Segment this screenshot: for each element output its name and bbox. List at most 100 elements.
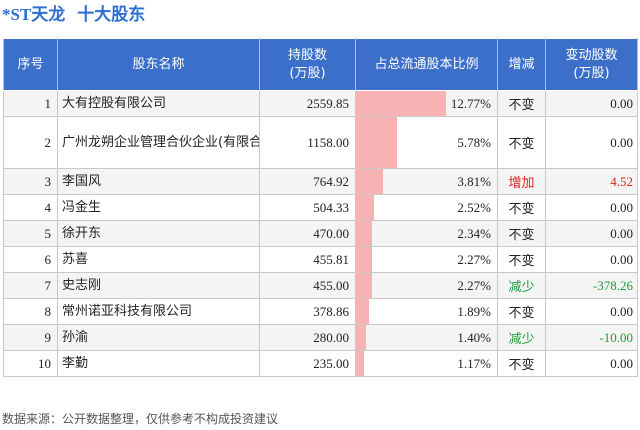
ratio-cell: 12.77% xyxy=(355,90,498,117)
delta-cell: 4.52 xyxy=(545,168,638,195)
table-row: 5 徐开东 470.00 2.34% 不变 0.00 xyxy=(3,220,638,247)
ratio-label: 2.52% xyxy=(457,199,491,215)
change-cell: 减少 xyxy=(497,272,546,299)
ratio-cell: 2.27% xyxy=(355,246,498,273)
delta-cell: 0.00 xyxy=(545,298,638,325)
table-body: 1 大有控股有限公司 2559.85 12.77% 不变 0.00 2 广州龙朔企业管理合伙企… xyxy=(3,90,638,377)
shareholder-name-cell: 苏喜 xyxy=(57,246,260,273)
shareholder-name-cell: 大有控股有限公司 xyxy=(57,90,260,117)
ratio-bar xyxy=(356,169,383,194)
delta-cell: 0.00 xyxy=(545,220,638,247)
header-name: 股东名称 xyxy=(57,38,260,91)
rank-cell: 3 xyxy=(3,168,58,195)
ratio-label: 2.27% xyxy=(457,251,491,267)
table-row: 1 大有控股有限公司 2559.85 12.77% 不变 0.00 xyxy=(3,90,638,117)
holding-cell: 455.00 xyxy=(259,272,356,299)
ratio-cell: 2.27% xyxy=(355,272,498,299)
ratio-bar xyxy=(356,117,397,168)
change-cell: 不变 xyxy=(497,298,546,325)
ratio-bar xyxy=(356,273,372,298)
ratio-cell: 3.81% xyxy=(355,168,498,195)
ratio-bar xyxy=(356,247,372,272)
header-delta: 变动股数 (万股) xyxy=(545,38,638,91)
ratio-cell: 2.52% xyxy=(355,194,498,221)
delta-cell: -378.26 xyxy=(545,272,638,299)
holding-cell: 280.00 xyxy=(259,324,356,351)
holding-cell: 378.86 xyxy=(259,298,356,325)
change-cell: 增加 xyxy=(497,168,546,195)
change-cell: 不变 xyxy=(497,116,546,169)
shareholder-name-cell: 徐开东 xyxy=(57,220,260,247)
ratio-label: 3.81% xyxy=(457,173,491,189)
chart-title: 十大股东 xyxy=(77,5,146,25)
rank-cell: 2 xyxy=(3,116,58,169)
change-cell: 不变 xyxy=(497,350,546,377)
shareholder-name-cell: 孙渝 xyxy=(57,324,260,351)
ratio-bar xyxy=(356,351,365,376)
delta-cell: 0.00 xyxy=(545,246,638,273)
change-cell: 不变 xyxy=(497,220,546,247)
shareholder-name-cell: 常州诺亚科技有限公司 xyxy=(57,298,260,325)
ratio-bar xyxy=(356,221,373,246)
ratio-bar xyxy=(356,91,447,116)
holding-cell: 1158.00 xyxy=(259,116,356,169)
delta-cell: 0.00 xyxy=(545,194,638,221)
holding-cell: 2559.85 xyxy=(259,90,356,117)
ratio-label: 1.40% xyxy=(457,329,491,345)
ratio-cell: 2.34% xyxy=(355,220,498,247)
header-change: 增减 xyxy=(497,38,546,91)
shareholder-name-cell: 广州龙朔企业管理合伙企业(有限合伙) xyxy=(57,116,260,169)
rank-cell: 6 xyxy=(3,246,58,273)
table-row: 10 李勤 235.00 1.17% 不变 0.00 xyxy=(3,350,638,377)
ratio-label: 2.27% xyxy=(457,277,491,293)
change-cell: 不变 xyxy=(497,194,546,221)
header-ratio: 占总流通股本比例 xyxy=(355,38,498,91)
delta-cell: 0.00 xyxy=(545,116,638,169)
rank-cell: 7 xyxy=(3,272,58,299)
rank-cell: 9 xyxy=(3,324,58,351)
ratio-label: 1.17% xyxy=(457,355,491,371)
table-row: 8 常州诺亚科技有限公司 378.86 1.89% 不变 0.00 xyxy=(3,298,638,325)
delta-cell: 0.00 xyxy=(545,350,638,377)
rank-cell: 8 xyxy=(3,298,58,325)
ratio-cell: 1.40% xyxy=(355,324,498,351)
table-row: 9 孙渝 280.00 1.40% 减少 -10.00 xyxy=(3,324,638,351)
ratio-bar xyxy=(356,299,370,324)
holding-cell: 764.92 xyxy=(259,168,356,195)
ratio-label: 5.78% xyxy=(457,134,491,150)
shareholders-table: 序号 股东名称 持股数 (万股) 占总流通股本比例 增减 变动股数 (万股) 1… xyxy=(3,38,638,377)
stock-name: *ST天龙 xyxy=(2,5,66,24)
ratio-label: 1.89% xyxy=(457,303,491,319)
delta-cell: 0.00 xyxy=(545,90,638,117)
header-holding: 持股数 (万股) xyxy=(259,38,356,91)
ratio-label: 2.34% xyxy=(457,225,491,241)
ratio-bar xyxy=(356,325,366,350)
table-row: 6 苏喜 455.81 2.27% 不变 0.00 xyxy=(3,246,638,273)
holding-cell: 504.33 xyxy=(259,194,356,221)
data-source-note: 数据来源：公开数据整理，仅供参考不构成投资建议 xyxy=(2,412,279,426)
rank-cell: 1 xyxy=(3,90,58,117)
ratio-bar xyxy=(356,195,374,220)
ratio-cell: 1.17% xyxy=(355,350,498,377)
ratio-label: 12.77% xyxy=(450,95,491,111)
delta-cell: -10.00 xyxy=(545,324,638,351)
holding-cell: 470.00 xyxy=(259,220,356,247)
header-row: 序号 股东名称 持股数 (万股) 占总流通股本比例 增减 变动股数 (万股) xyxy=(3,38,638,91)
shareholder-name-cell: 李国风 xyxy=(57,168,260,195)
holding-cell: 235.00 xyxy=(259,350,356,377)
holding-cell: 455.81 xyxy=(259,246,356,273)
shareholder-name-cell: 冯金生 xyxy=(57,194,260,221)
ratio-cell: 5.78% xyxy=(355,116,498,169)
title-row: *ST天龙 十大股东 xyxy=(2,4,145,30)
header-rank: 序号 xyxy=(3,38,58,91)
table-row: 3 李国风 764.92 3.81% 增加 4.52 xyxy=(3,168,638,195)
shareholder-name-cell: 史志刚 xyxy=(57,272,260,299)
rank-cell: 4 xyxy=(3,194,58,221)
rank-cell: 10 xyxy=(3,350,58,377)
change-cell: 不变 xyxy=(497,246,546,273)
shareholder-name-cell: 李勤 xyxy=(57,350,260,377)
table-row: 2 广州龙朔企业管理合伙企业(有限合伙) 1158.00 5.78% 不变 0.00 xyxy=(3,116,638,169)
table-row: 4 冯金生 504.33 2.52% 不变 0.00 xyxy=(3,194,638,221)
change-cell: 不变 xyxy=(497,90,546,117)
table-row: 7 史志刚 455.00 2.27% 减少 -378.26 xyxy=(3,272,638,299)
